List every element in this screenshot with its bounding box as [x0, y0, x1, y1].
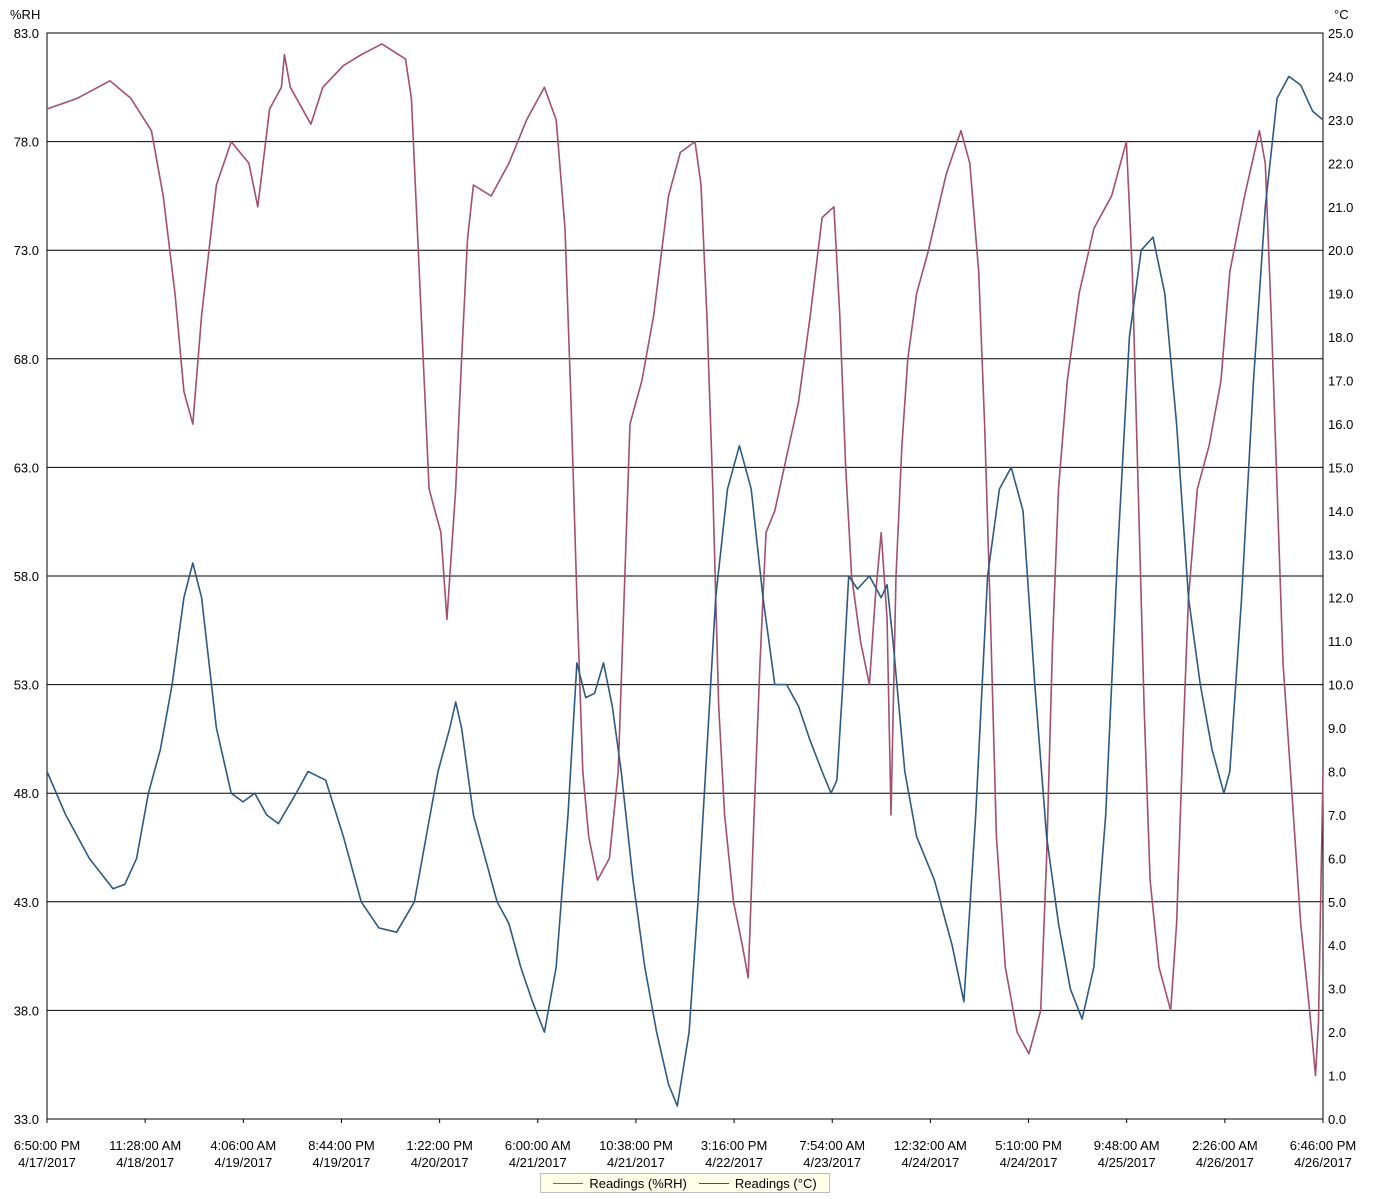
y-right-tick: 1.0: [1328, 1069, 1346, 1084]
y-right-tick: 15.0: [1328, 460, 1353, 475]
grid-lines: [47, 141, 1323, 1011]
y-left-tick: 33.0: [14, 1112, 39, 1127]
x-tick: 4:06:00 AM 4/19/2017: [210, 1119, 276, 1170]
x-tick-time: 7:54:00 AM: [799, 1138, 865, 1153]
x-tick: 9:48:00 AM 4/25/2017: [1094, 1119, 1160, 1170]
x-tick-time: 2:26:00 AM: [1192, 1138, 1258, 1153]
x-tick-time: 8:44:00 PM: [308, 1138, 375, 1153]
y-left-tick: 68.0: [14, 352, 39, 367]
x-tick: 3:16:00 PM 4/22/2017: [701, 1119, 768, 1170]
y-left-unit-label: %RH: [10, 7, 40, 22]
x-tick-date: 4/22/2017: [705, 1155, 763, 1170]
x-tick-time: 1:22:00 PM: [406, 1138, 473, 1153]
x-tick-time: 6:00:00 AM: [505, 1138, 571, 1153]
x-tick-time: 3:16:00 PM: [701, 1138, 768, 1153]
y-right-tick: 12.0: [1328, 591, 1353, 606]
y-right-tick: 2.0: [1328, 1025, 1346, 1040]
legend-item-temp: Readings (°C): [698, 1175, 817, 1191]
x-tick-labels: 6:50:00 PM 4/17/2017 11:28:00 AM 4/18/2017 4…: [14, 1119, 1357, 1170]
x-tick: 6:00:00 AM 4/21/2017: [505, 1119, 571, 1170]
x-tick-time: 5:10:00 PM: [995, 1138, 1062, 1153]
y-left-tick: 53.0: [14, 678, 39, 693]
y-right-tick: 16.0: [1328, 417, 1353, 432]
legend-swatch-temp: [698, 1182, 729, 1184]
y-right-tick: 21.0: [1328, 200, 1353, 215]
y-right-tick: 14.0: [1328, 504, 1353, 519]
x-tick: 6:50:00 PM 4/17/2017: [14, 1119, 81, 1170]
series-line-rh: [46, 43, 1324, 1077]
y-left-tick: 58.0: [14, 569, 39, 584]
y-right-tick: 22.0: [1328, 156, 1353, 171]
series-layer: [46, 43, 1324, 1107]
x-tick-date: 4/24/2017: [1000, 1155, 1058, 1170]
y-right-tick: 17.0: [1328, 374, 1353, 389]
x-tick: 7:54:00 AM 4/23/2017: [799, 1119, 865, 1170]
y-right-tick: 3.0: [1328, 982, 1346, 997]
y-right-tick: 8.0: [1328, 764, 1346, 779]
legend-label-temp: Readings (°C): [734, 1175, 817, 1191]
x-tick: 11:28:00 AM 4/18/2017: [109, 1119, 181, 1170]
y-right-tick-labels: 25.0 24.0 23.0 22.0 21.0 20.0 19.0 18.0 17.0 16.0…: [1328, 26, 1353, 1127]
y-right-tick: 11.0: [1328, 634, 1352, 649]
legend-item-rh: Readings (%RH): [553, 1176, 687, 1191]
x-tick-time: 6:46:00 PM: [1290, 1138, 1357, 1153]
x-tick-date: 4/17/2017: [18, 1155, 76, 1170]
y-right-unit-label: °C: [1334, 7, 1349, 22]
y-left-tick: 63.0: [14, 460, 39, 475]
x-tick: 2:26:00 AM 4/26/2017: [1192, 1119, 1258, 1170]
y-left-tick: 38.0: [14, 1003, 39, 1018]
x-tick-date: 4/21/2017: [509, 1155, 567, 1170]
x-tick: 12:32:00 AM 4/24/2017: [894, 1119, 967, 1170]
y-right-tick: 18.0: [1328, 330, 1353, 345]
x-tick-date: 4/26/2017: [1294, 1155, 1352, 1170]
y-right-tick: 7.0: [1328, 808, 1346, 823]
y-right-tick: 6.0: [1328, 851, 1346, 866]
x-tick-time: 12:32:00 AM: [894, 1138, 967, 1153]
y-right-tick: 24.0: [1328, 69, 1353, 84]
x-tick-date: 4/25/2017: [1098, 1155, 1156, 1170]
y-left-tick: 73.0: [14, 243, 39, 258]
legend-swatch-rh: [553, 1182, 584, 1184]
y-left-tick: 48.0: [14, 786, 39, 801]
legend: Readings (%RH) Readings (°C): [540, 1173, 830, 1193]
y-left-tick: 43.0: [14, 895, 39, 910]
x-tick: 6:46:00 PM 4/26/2017: [1290, 1119, 1357, 1170]
x-tick-time: 4:06:00 AM: [210, 1138, 276, 1153]
series-line-temp: [46, 75, 1324, 1107]
x-tick-date: 4/24/2017: [901, 1155, 959, 1170]
x-tick: 1:22:00 PM 4/20/2017: [406, 1119, 473, 1170]
y-right-tick: 4.0: [1328, 938, 1346, 953]
x-tick-date: 4/26/2017: [1196, 1155, 1254, 1170]
x-tick-time: 10:38:00 PM: [599, 1138, 673, 1153]
x-tick-date: 4/21/2017: [607, 1155, 665, 1170]
y-right-tick: 23.0: [1328, 113, 1353, 128]
y-right-tick: 20.0: [1328, 243, 1353, 258]
y-left-tick: 83.0: [14, 26, 39, 41]
y-right-tick: 9.0: [1328, 721, 1346, 736]
x-tick: 8:44:00 PM 4/19/2017: [308, 1119, 375, 1170]
y-right-tick: 10.0: [1328, 678, 1353, 693]
x-tick: 10:38:00 PM 4/21/2017: [599, 1119, 673, 1170]
x-tick-date: 4/18/2017: [116, 1155, 174, 1170]
y-right-tick: 13.0: [1328, 547, 1353, 562]
x-tick-date: 4/23/2017: [803, 1155, 861, 1170]
x-tick-time: 6:50:00 PM: [14, 1138, 81, 1153]
x-tick-date: 4/19/2017: [214, 1155, 272, 1170]
x-tick: 5:10:00 PM 4/24/2017: [995, 1119, 1062, 1170]
x-tick-time: 9:48:00 AM: [1094, 1138, 1160, 1153]
y-right-tick: 5.0: [1328, 895, 1346, 910]
plot-frame: [46, 32, 1324, 1120]
y-left-tick: 78.0: [14, 135, 39, 150]
y-right-tick: 25.0: [1328, 26, 1353, 41]
y-right-tick: 0.0: [1328, 1112, 1346, 1127]
legend-label-rh: Readings (%RH): [589, 1175, 687, 1191]
y-left-tick-labels: 83.0 78.0 73.0 68.0 63.0 58.0 53.0 48.0 43.0 38.0…: [14, 26, 39, 1127]
x-tick-time: 11:28:00 AM: [109, 1138, 181, 1153]
x-tick-date: 4/20/2017: [411, 1155, 469, 1170]
x-tick-date: 4/19/2017: [313, 1155, 371, 1170]
y-right-tick: 19.0: [1328, 287, 1353, 302]
